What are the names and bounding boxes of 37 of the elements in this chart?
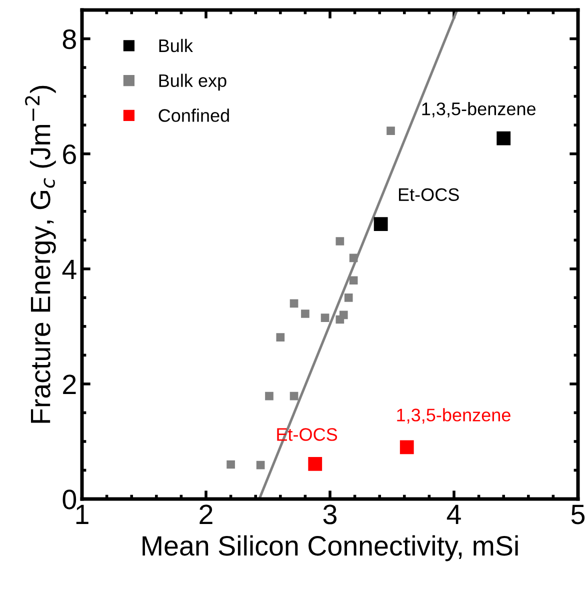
point <box>320 314 330 322</box>
point <box>386 126 395 135</box>
point <box>400 440 414 454</box>
legend-label: Confined <box>158 108 229 122</box>
point <box>290 392 298 400</box>
x-tick-label: 3 <box>323 504 337 524</box>
point <box>308 456 322 471</box>
annotation: Et-OCS <box>398 188 459 201</box>
point <box>374 217 388 231</box>
annotation: Et-OCS <box>277 428 338 441</box>
point <box>339 310 348 320</box>
y-tick-label: 2 <box>63 374 76 394</box>
x-tick-label: 5 <box>571 504 585 524</box>
annotation: 1,3,5-benzene <box>397 408 510 424</box>
y-tick-label: 8 <box>62 29 76 50</box>
point <box>336 237 344 246</box>
point <box>349 276 358 285</box>
point <box>276 333 285 342</box>
point <box>349 254 358 262</box>
point <box>256 460 265 470</box>
x-tick-label: 4 <box>446 504 461 524</box>
x-axis-title: Mean Silicon Connectivity, mSi <box>142 535 518 562</box>
legend-label: Bulk exp <box>159 74 226 91</box>
annotation: 1,3,5-benzene <box>422 102 536 118</box>
point <box>301 310 310 318</box>
point <box>496 131 511 146</box>
x-tick-label: 2 <box>200 504 212 524</box>
legend-label: Bulk <box>159 38 193 52</box>
y-axis-title: Fracture Energy, G$_{c}$ (Jm$^{−2}$) <box>25 86 56 423</box>
point <box>265 392 274 400</box>
x-tick-label: 1 <box>76 504 88 524</box>
point <box>344 293 353 302</box>
y-tick-label: 6 <box>63 144 76 164</box>
y-tick-label: 0 <box>62 490 76 510</box>
point <box>226 460 235 469</box>
point <box>290 299 298 308</box>
y-tick-label: 4 <box>62 260 76 279</box>
